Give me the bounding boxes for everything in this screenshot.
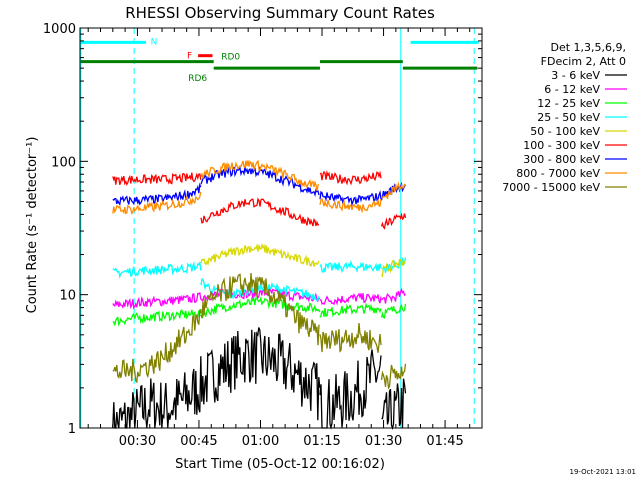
series-trace-8-segment-2 [200,159,320,192]
series-trace-5-segment-1 [200,242,320,267]
plot-frame [79,27,483,429]
series-trace-9-segment-1 [112,309,202,384]
axes: 1 10 100 1000 00:30 00:45 01:00 01:15 01:30 01:45 [43,22,483,449]
generation-timestamp: 19-Oct-2021 13:01 [570,468,636,476]
legend-entry-label: 7000 - 15000 keV [502,181,600,194]
x-axis-label: Start Time (05-Oct-12 00:16:02) [175,457,385,472]
x-tick-label: 01:00 [242,434,279,449]
x-tick-label: 00:45 [180,434,217,449]
series-trace-8-segment-3 [319,197,382,214]
series-trace-1-segment-1 [112,327,321,429]
y-axis-label: Count Rate (s⁻¹ detector⁻¹) [25,137,40,314]
legend-entry-label: 100 - 300 keV [523,139,600,152]
x-tick-label: 01:15 [303,434,340,449]
x-tick-label: 01:45 [426,434,463,449]
y-tick-label: 10 [59,289,76,304]
plot-area: N F RD0 RD6 [80,28,479,431]
series-trace-3-segment-3 [380,303,407,319]
series-trace-8-segment-1 [112,191,202,215]
annotation-label: N [151,37,158,47]
series-trace-6-segment-2 [200,197,319,227]
series-trace-4-segment-3 [319,259,382,274]
legend-entry-label: 3 - 6 keV [551,69,600,82]
series-trace-6-segment-4 [380,212,407,230]
series-trace-6-segment-1 [112,172,202,186]
series-trace-1-segment-2 [319,349,382,430]
series-trace-2-segment-3 [381,287,406,304]
legend-entry-label: 50 - 100 keV [530,125,600,138]
legend-header-line: FDecim 2, Att 0 [541,55,626,68]
legend-entry-label: 12 - 25 keV [537,97,600,110]
legend-entry-label: 25 - 50 keV [537,111,600,124]
y-tick-label: 1000 [43,22,76,37]
series-trace-7-segment-3 [319,189,382,207]
annotation-label: RD6 [188,74,207,84]
series-trace-4-segment-1 [112,261,202,279]
y-tick-label: 1 [68,422,76,437]
legend-header-line: Det 1,3,5,6,9, [550,41,626,54]
series-trace-9-segment-2 [200,272,320,346]
legend-entry-label: 300 - 800 keV [523,153,600,166]
x-tick-label: 00:30 [119,434,156,449]
series-trace-1-segment-3 [381,378,407,431]
legend-entry-label: 800 - 7000 keV [516,167,600,180]
series-trace-8-segment-4 [381,181,406,199]
series-trace-9-segment-4 [380,363,407,390]
chart-title: RHESSI Observing Summary Count Rates [125,4,435,22]
series-trace-9-segment-3 [319,322,382,353]
annotation-label: RD0 [221,53,240,63]
annotation-label: F [187,52,192,62]
legend-entry-label: 6 - 12 keV [544,83,600,96]
series-trace-2-segment-2 [319,292,382,306]
legend: Det 1,3,5,6,9,FDecim 2, Att 03 - 6 keV6 … [502,41,627,194]
series-trace-3-segment-2 [319,302,382,318]
x-tick-label: 01:30 [365,434,402,449]
series-trace-5-segment-2 [380,259,406,278]
series-trace-6-segment-3 [319,170,382,186]
y-tick-label: 100 [51,155,76,170]
